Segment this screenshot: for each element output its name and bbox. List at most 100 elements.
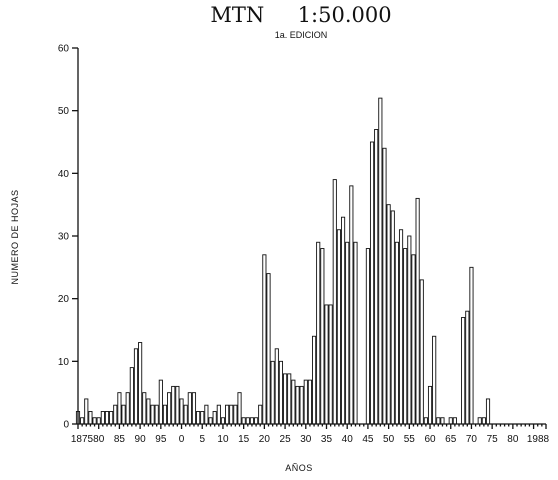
y-tick-label-50: 50 xyxy=(58,106,70,117)
bar-1905 xyxy=(200,411,205,425)
bar-1920 xyxy=(262,254,267,425)
bar-1960 xyxy=(427,385,433,425)
bar-1889 xyxy=(133,348,139,425)
bar-1918 xyxy=(254,417,259,425)
bar-1927 xyxy=(291,379,296,425)
y-tick-label-40: 40 xyxy=(58,169,70,180)
bar-1942 xyxy=(353,241,358,425)
bar-1914 xyxy=(237,392,242,425)
bar-1890 xyxy=(138,342,143,425)
bar-1897 xyxy=(167,392,172,425)
bar-1934 xyxy=(320,248,325,425)
bar-1892 xyxy=(146,398,151,425)
bar-1972 xyxy=(477,417,482,425)
bar-1951 xyxy=(390,210,395,425)
bar-1900 xyxy=(179,398,184,425)
bar-1879 xyxy=(92,417,97,425)
x-tick-label-1960: 60 xyxy=(424,434,436,445)
bar-1974 xyxy=(485,398,491,425)
chart-title: MTN 1:50.000 xyxy=(210,3,391,27)
bar-1903 xyxy=(191,392,197,425)
bar-1930 xyxy=(303,379,308,425)
x-tick-label-1940: 40 xyxy=(342,434,354,445)
bar-1968 xyxy=(461,317,466,425)
x-tick-label-1935: 35 xyxy=(321,434,333,445)
bar-1881 xyxy=(100,411,105,425)
bar-1893 xyxy=(150,404,155,425)
bar-1922 xyxy=(270,360,275,425)
bar-1896 xyxy=(162,404,168,425)
bar-1939 xyxy=(340,216,346,425)
x-tick-label-1910: 10 xyxy=(217,434,229,445)
bar-1895 xyxy=(158,379,163,425)
bar-1906 xyxy=(204,404,209,425)
bar-1936 xyxy=(328,304,333,425)
bar-1945 xyxy=(365,248,370,425)
x-tick-label-1965: 65 xyxy=(445,434,457,445)
bar-1907 xyxy=(208,417,213,425)
bar-1929 xyxy=(299,385,304,425)
bar-1878 xyxy=(88,411,93,425)
bar-1925 xyxy=(283,373,288,425)
bar-1923 xyxy=(274,348,279,425)
x-tick-label-1925: 25 xyxy=(280,434,292,445)
bar-1888 xyxy=(129,367,134,425)
bar-1952 xyxy=(394,241,399,425)
bar-1931 xyxy=(307,379,312,425)
chart-subtitle: 1a. EDICION xyxy=(275,30,328,40)
x-axis-label: AÑOS xyxy=(285,463,313,473)
y-tick-label-30: 30 xyxy=(58,232,70,243)
bar-1938 xyxy=(336,229,341,425)
bar-1887 xyxy=(125,392,130,425)
bar-1916 xyxy=(245,417,250,425)
bar-1932 xyxy=(312,335,317,425)
bar-1959 xyxy=(423,417,428,425)
bar-1894 xyxy=(154,404,159,425)
y-tick-label-60: 60 xyxy=(58,44,70,55)
bar-1882 xyxy=(104,411,110,425)
x-tick-label-1945: 45 xyxy=(362,434,374,445)
bar-1950 xyxy=(386,204,391,425)
x-tick-label-1988: 1988 xyxy=(527,434,550,445)
x-tick-label-1905: 5 xyxy=(199,434,205,445)
x-tick-label-1955: 55 xyxy=(404,434,416,445)
x-tick-label-1975: 75 xyxy=(487,434,499,445)
bar-1921 xyxy=(266,273,271,425)
bar-1883 xyxy=(109,411,114,425)
bar-1899 xyxy=(175,385,180,425)
bar-1913 xyxy=(233,404,238,425)
bar-1961 xyxy=(432,335,437,425)
bar-1924 xyxy=(278,360,284,425)
bar-1958 xyxy=(419,279,424,425)
bar-1965 xyxy=(448,417,453,425)
bar-1957 xyxy=(415,197,420,425)
y-tick-label-10: 10 xyxy=(58,357,70,368)
bar-1910 xyxy=(220,417,226,425)
x-tick-label-1980: 80 xyxy=(507,434,519,445)
x-tick-label-1920: 20 xyxy=(259,434,271,445)
bar-1947 xyxy=(374,129,379,425)
bar-1915 xyxy=(241,417,246,425)
bar-1933 xyxy=(316,241,321,425)
bar-1941 xyxy=(349,185,354,425)
y-tick-label-20: 20 xyxy=(58,294,70,305)
bar-1946 xyxy=(369,141,375,425)
bar-1962 xyxy=(436,417,441,425)
bar-1937 xyxy=(332,179,337,425)
bar-1908 xyxy=(212,411,217,425)
x-tick-label-1915: 15 xyxy=(238,434,250,445)
bar-1926 xyxy=(287,373,292,425)
bar-1948 xyxy=(378,97,383,425)
bar-1884 xyxy=(113,404,118,425)
bar-1956 xyxy=(411,254,416,425)
bar-1966 xyxy=(452,417,457,425)
bar-1912 xyxy=(229,404,234,425)
bar-1919 xyxy=(258,404,263,425)
bar-1885 xyxy=(117,392,122,425)
bar-1963 xyxy=(440,417,445,425)
x-tick-label-1885: 85 xyxy=(114,434,126,445)
y-tick-label-0: 0 xyxy=(63,420,69,431)
x-tick-label-1930: 30 xyxy=(300,434,312,445)
